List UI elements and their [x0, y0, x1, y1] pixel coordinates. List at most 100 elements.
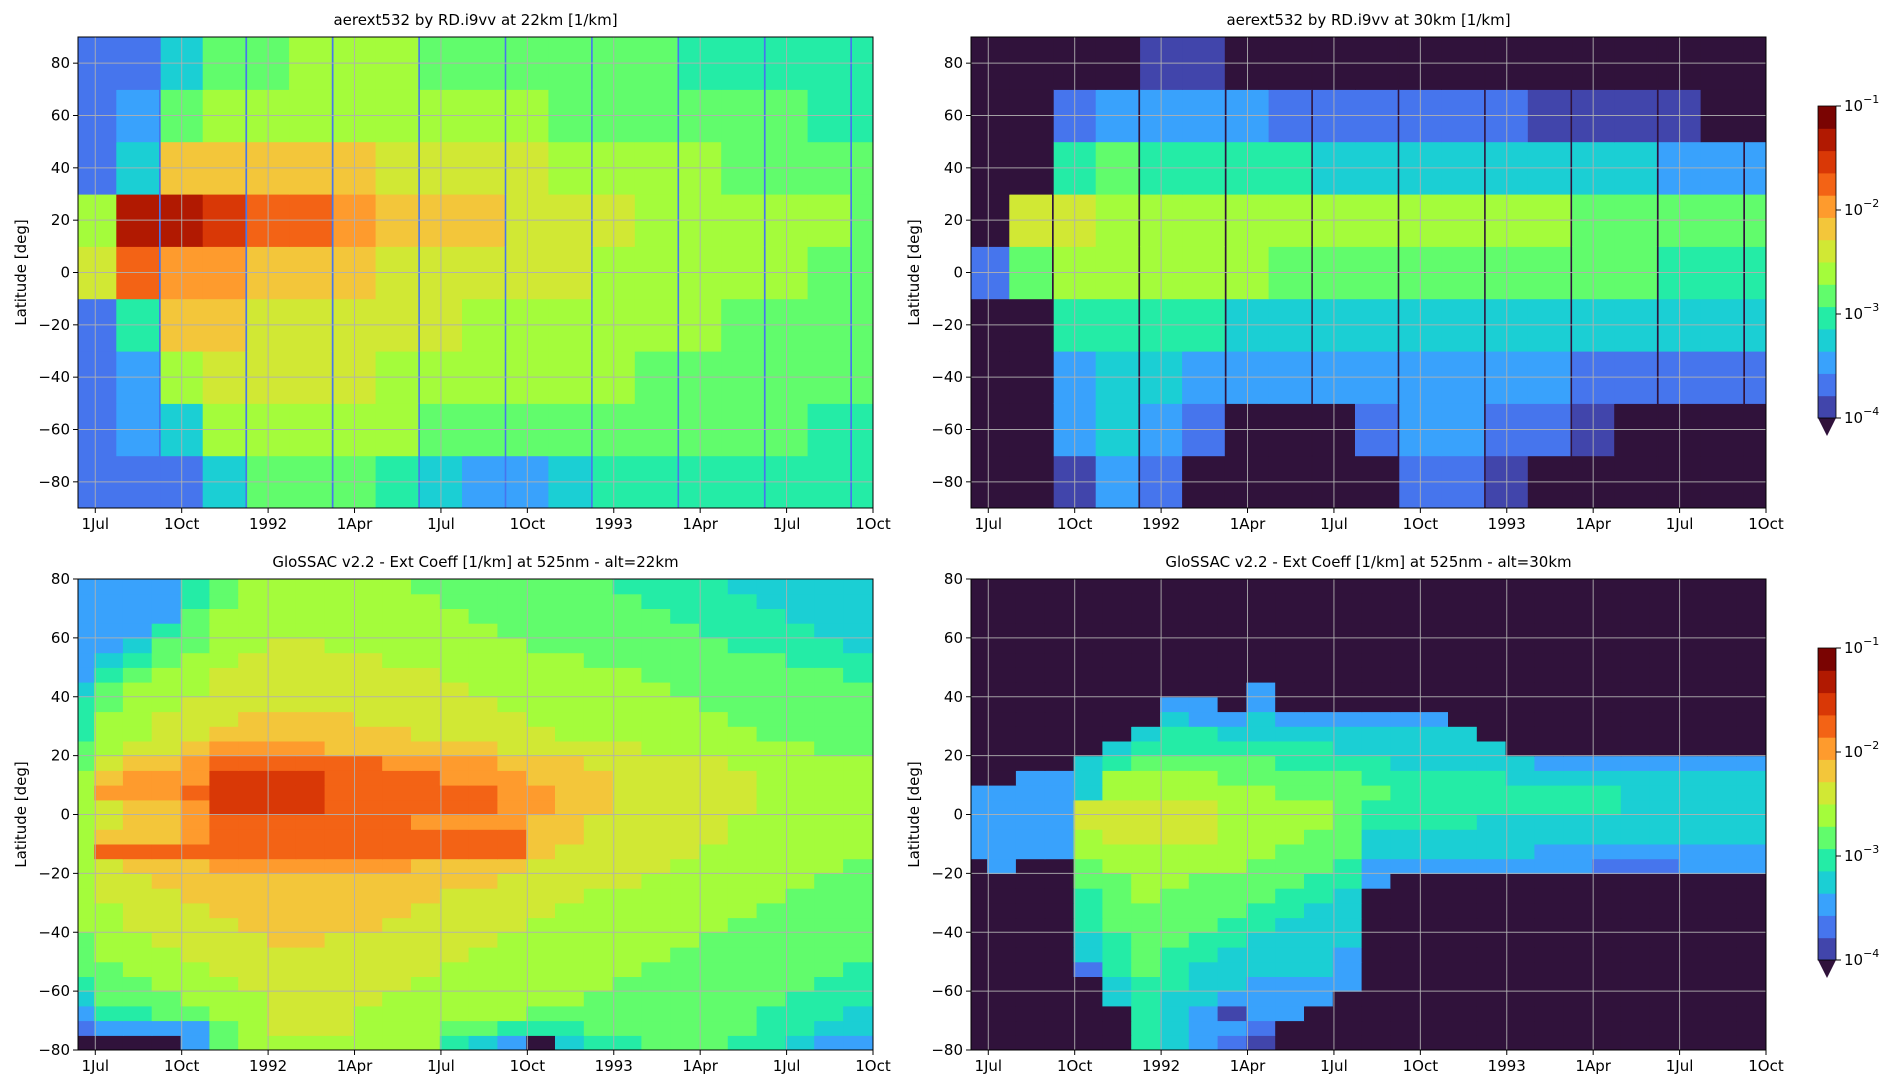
- heatmap-cell: [699, 1005, 729, 1022]
- heatmap-cell: [1275, 814, 1305, 830]
- heatmap-cell: [785, 711, 815, 727]
- heatmap-cell: [641, 608, 671, 624]
- heatmap-cell: [1707, 888, 1737, 904]
- heatmap-cell: [785, 888, 815, 904]
- heatmap-cell: [1304, 814, 1334, 830]
- colorbar-segment: [1818, 804, 1836, 827]
- heatmap-cell: [1160, 991, 1190, 1007]
- heatmap-cell: [1678, 740, 1708, 757]
- heatmap-cell: [1073, 682, 1103, 698]
- heatmap-cell: [1217, 682, 1247, 698]
- heatmap-cell: [1419, 682, 1449, 698]
- heatmap-cell: [238, 785, 268, 801]
- colorbar-segment: [1818, 759, 1836, 783]
- heatmap-cell: [785, 740, 815, 757]
- heatmap-cell: [1044, 902, 1075, 919]
- heatmap-cell: [1390, 770, 1420, 786]
- heatmap-cell: [1563, 991, 1593, 1007]
- heatmap-cell: [468, 593, 498, 609]
- heatmap-cell: [382, 623, 412, 639]
- heatmap-cell: [180, 814, 210, 830]
- y-tick-label: −80: [931, 473, 963, 491]
- heatmap-cell: [670, 579, 700, 595]
- heatmap-cell: [1505, 991, 1535, 1007]
- y-tick-label: 40: [51, 159, 70, 177]
- heatmap-cell: [1534, 785, 1564, 801]
- heatmap-cell: [1188, 696, 1219, 713]
- heatmap-cell: [971, 667, 988, 683]
- heatmap-cell: [641, 652, 671, 668]
- heatmap-cell: [843, 711, 873, 727]
- heatmap-cell: [612, 902, 642, 919]
- heatmap-cell: [468, 711, 498, 727]
- y-tick-label: −60: [931, 421, 963, 439]
- heatmap-cell: [1102, 785, 1132, 801]
- heatmap-cell: [1476, 667, 1507, 683]
- colorbar-segment: [1818, 128, 1836, 152]
- heatmap-cell: [641, 726, 671, 742]
- heatmap-cell: [1707, 1005, 1737, 1022]
- heatmap-cell: [583, 917, 614, 933]
- heatmap-cell: [295, 682, 326, 698]
- heatmap-cell: [612, 976, 642, 992]
- heatmap-cell: [583, 755, 614, 771]
- heatmap-cell: [151, 814, 182, 830]
- heatmap-cell: [555, 888, 585, 904]
- heatmap-cell: [670, 637, 700, 654]
- x-tick-label: 1Apr: [1575, 1057, 1611, 1075]
- heatmap-cell: [1678, 696, 1708, 713]
- heatmap-cell: [971, 917, 988, 933]
- heatmap-cell: [1131, 711, 1161, 727]
- heatmap-cell: [439, 814, 470, 830]
- heatmap-cell: [267, 829, 297, 845]
- heatmap-cell: [555, 814, 585, 830]
- heatmap-cell: [1102, 623, 1132, 639]
- heatmap-cell: [180, 682, 210, 698]
- heatmap-cell: [94, 829, 124, 845]
- heatmap-cell: [1592, 1020, 1622, 1036]
- heatmap-cell: [1304, 888, 1334, 904]
- y-tick-label: 0: [953, 264, 963, 282]
- heatmap-cell: [1246, 667, 1276, 683]
- heatmap-cell: [122, 711, 153, 727]
- heatmap-cell: [987, 902, 1017, 919]
- heatmap-cell: [209, 902, 239, 919]
- heatmap-cell: [1304, 873, 1334, 889]
- heatmap-cell: [1188, 902, 1219, 919]
- heatmap-cell: [1707, 1035, 1737, 1050]
- heatmap-cell: [843, 623, 873, 639]
- heatmap-cell: [814, 873, 844, 889]
- heatmap-cell: [1649, 593, 1679, 609]
- colorbar-segment: [1818, 373, 1836, 397]
- heatmap-cell: [497, 740, 527, 757]
- heatmap-cell: [583, 711, 614, 727]
- heatmap-cell: [987, 726, 1017, 742]
- heatmap-cell: [1563, 593, 1593, 609]
- heatmap-cell: [727, 667, 758, 683]
- heatmap-cell: [151, 696, 182, 713]
- heatmap-cell: [843, 1005, 873, 1022]
- heatmap-cell: [353, 623, 383, 639]
- heatmap-cell: [78, 932, 95, 948]
- heatmap-cell: [583, 637, 614, 654]
- heatmap-cell: [468, 873, 498, 889]
- heatmap-cell: [1563, 623, 1593, 639]
- heatmap-cell: [180, 961, 210, 977]
- heatmap-cell: [727, 1005, 758, 1022]
- heatmap-cell: [1707, 917, 1737, 933]
- heatmap-cell: [1476, 637, 1507, 654]
- heatmap-cell: [122, 799, 153, 816]
- heatmap-cell: [411, 917, 441, 933]
- heatmap-cell: [971, 1035, 988, 1050]
- heatmap-cell: [1649, 917, 1679, 933]
- heatmap-cell: [1707, 682, 1737, 698]
- heatmap-cell: [1505, 917, 1535, 933]
- heatmap-cell: [1217, 785, 1247, 801]
- heatmap-cell: [1246, 785, 1276, 801]
- heatmap-cell: [670, 829, 700, 845]
- heatmap-cell: [122, 726, 153, 742]
- heatmap-cell: [353, 858, 383, 874]
- y-tick-label: 60: [51, 107, 70, 125]
- heatmap-cell: [1678, 888, 1708, 904]
- heatmap-cell: [1044, 829, 1075, 845]
